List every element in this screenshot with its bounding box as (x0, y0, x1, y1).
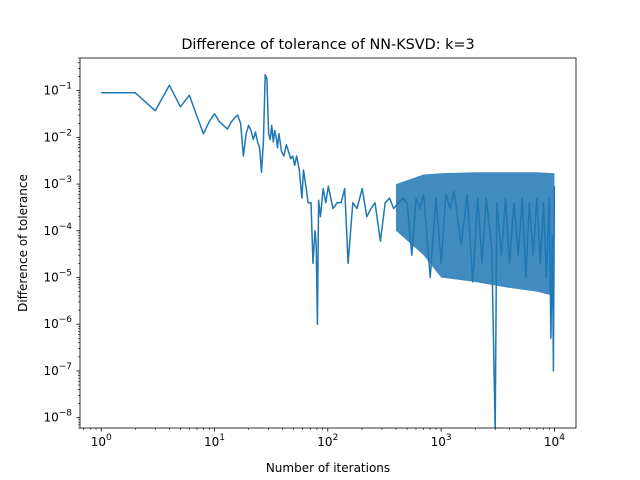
y-axis-label: Difference of tolerance (16, 174, 30, 312)
plot-area (79, 57, 577, 429)
x-tick-exponent: 3 (446, 433, 452, 443)
y-tick-base: 10 (43, 317, 58, 331)
series-line (101, 73, 556, 428)
y-tick-base: 10 (43, 224, 58, 238)
y-tick-exponent: −5 (59, 268, 72, 278)
y-tick-exponent: −6 (59, 315, 73, 325)
y-tick-exponent: −7 (59, 362, 72, 372)
y-tick-base: 10 (43, 411, 58, 425)
y-tick-exponent: −1 (59, 82, 72, 92)
y-tick-label: 10−3 (43, 175, 72, 191)
x-tick-exponent: 2 (333, 433, 339, 443)
y-tick-label: 10−2 (43, 128, 72, 144)
y-tick-label: 10−8 (43, 409, 72, 425)
y-tick-base: 10 (43, 84, 58, 98)
data-layer (101, 73, 556, 428)
y-tick-label: 10−6 (43, 315, 72, 331)
x-tick-exponent: 4 (559, 433, 565, 443)
x-tick-exponent: 1 (219, 433, 225, 443)
y-tick-label: 10−7 (43, 362, 72, 378)
y-axis-ticks: 10−810−710−610−510−410−310−210−1 (43, 57, 80, 429)
y-tick-base: 10 (43, 177, 58, 191)
y-tick-label: 10−1 (43, 82, 72, 98)
y-tick-exponent: −4 (59, 222, 73, 232)
y-tick-label: 10−5 (43, 268, 72, 284)
y-tick-label: 10−4 (43, 222, 72, 238)
x-tick-exponent: 0 (106, 433, 112, 443)
chart-title: Difference of tolerance of NN-KSVD: k=3 (181, 37, 474, 53)
y-tick-exponent: −2 (59, 128, 72, 138)
x-axis-label: Number of iterations (266, 461, 390, 475)
y-tick-base: 10 (43, 130, 58, 144)
y-tick-base: 10 (43, 270, 58, 284)
y-tick-base: 10 (43, 364, 58, 378)
y-tick-exponent: −8 (59, 409, 73, 419)
y-tick-exponent: −3 (59, 175, 72, 185)
